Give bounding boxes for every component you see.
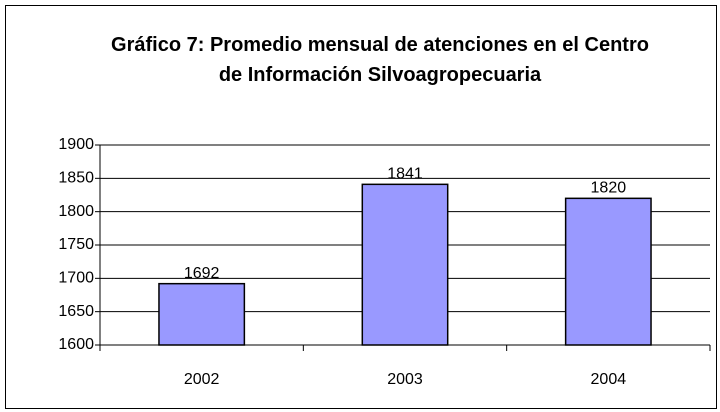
y-tick-label: 1600 (58, 336, 94, 353)
y-tick-label: 1800 (58, 203, 94, 220)
x-tick-label: 2003 (387, 371, 423, 388)
data-label: 1692 (184, 265, 220, 282)
data-label: 1820 (591, 180, 627, 197)
y-tick-label: 1700 (58, 270, 94, 287)
chart-title: Gráfico 7: Promedio mensual de atencione… (111, 34, 649, 86)
y-tick-label: 1750 (58, 236, 94, 253)
bar (158, 282, 246, 346)
x-tick-label: 2002 (184, 371, 220, 388)
y-tick-label: 1650 (58, 303, 94, 320)
y-tick-label: 1900 (58, 136, 94, 153)
data-label: 1841 (387, 166, 423, 183)
bar (564, 197, 652, 346)
bar (361, 183, 449, 346)
x-tick-label: 2004 (591, 371, 627, 388)
chart-frame (5, 5, 717, 409)
y-tick-label: 1850 (58, 170, 94, 187)
